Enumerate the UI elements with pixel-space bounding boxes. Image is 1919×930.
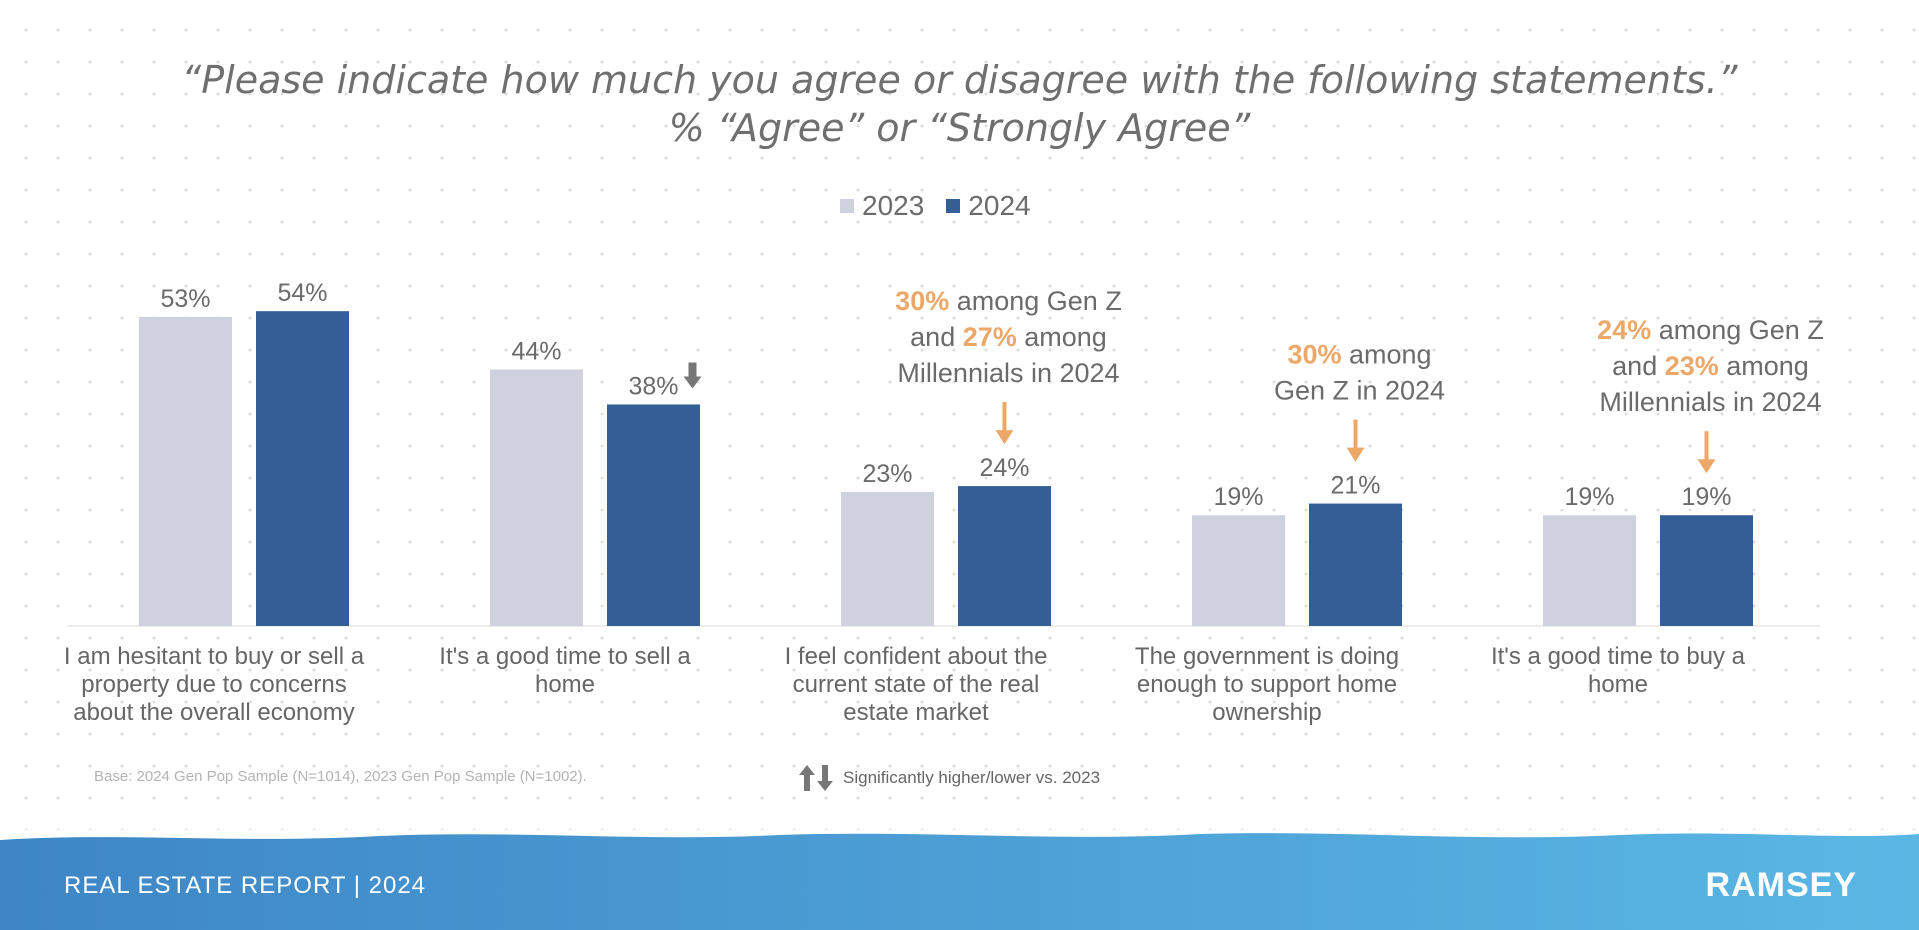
category-label-2-line-1: It's a good time to sell a	[439, 643, 691, 670]
data-label-2023-5: 19%	[1564, 483, 1614, 511]
legend-swatch-2024	[946, 199, 961, 213]
data-label-2024-5: 19%	[1681, 483, 1731, 511]
data-label-2023-2: 44%	[511, 337, 561, 365]
category-label-1-line-2: property due to concerns	[81, 671, 347, 698]
category-label-1-line-3: about the overall economy	[73, 699, 355, 726]
bar-2023-3	[841, 491, 934, 626]
legend-label-2024: 2024	[968, 190, 1031, 221]
legend-swatch-2023	[840, 199, 854, 213]
category-label-4-line-3: ownership	[1212, 699, 1321, 726]
bar-2024-5	[1660, 515, 1753, 626]
callout-3-line-3: Millennials in 2024	[1599, 387, 1821, 417]
callout-1-line-2: and 27% among	[910, 322, 1107, 352]
callout-1-line-1: 30% among Gen Z	[895, 286, 1122, 316]
data-label-2024-3: 24%	[979, 454, 1029, 482]
chart-subtitle: % “Agree” or “Strongly Agree”	[668, 106, 1251, 150]
bar-2023-5	[1543, 515, 1636, 626]
legend-item-2023: 2023	[840, 190, 924, 222]
significance-note: Significantly higher/lower vs. 2023	[843, 768, 1101, 787]
callout-arrow-icon-3	[1697, 459, 1716, 474]
data-label-2024-2: 38%	[628, 372, 678, 400]
callout-arrow-icon-2	[1346, 447, 1365, 462]
category-label-1-line-1: I am hesitant to buy or sell a	[64, 643, 365, 670]
callout-2-line-2: Gen Z in 2024	[1274, 376, 1445, 406]
data-label-2024-4: 21%	[1330, 472, 1380, 500]
footer-banner	[0, 833, 1919, 930]
category-label-5-line-2: home	[1588, 671, 1648, 698]
callout-3-line-1: 24% among Gen Z	[1597, 315, 1824, 345]
data-label-2024-1: 54%	[277, 279, 327, 307]
bar-2024-2	[607, 404, 700, 626]
bar-2024-1	[256, 311, 349, 626]
chart-title: “Please indicate how much you agree or d…	[181, 58, 1738, 102]
category-label-2-line-2: home	[535, 671, 595, 698]
bar-2023-1	[139, 317, 232, 626]
callout-1-line-3: Millennials in 2024	[897, 358, 1119, 388]
category-label-5-line-1: It's a good time to buy a	[1491, 643, 1746, 670]
bar-2024-3	[958, 486, 1051, 626]
bar-2023-4	[1192, 515, 1285, 626]
data-label-2023-3: 23%	[862, 460, 912, 488]
category-label-3-line-3: estate market	[843, 699, 989, 726]
callout-arrow-icon-1	[995, 430, 1014, 445]
category-label-3-line-1: I feel confident about the	[785, 643, 1048, 670]
legend-label-2023: 2023	[862, 190, 925, 221]
callout-2-line-1: 30% among	[1287, 340, 1431, 370]
bar-chart: 53% 54% I am hesitant to buy or sell aprop…	[64, 279, 1824, 726]
data-label-2023-4: 19%	[1213, 483, 1263, 511]
category-label-4-line-1: The government is doing	[1135, 643, 1399, 670]
significance-legend: Significantly higher/lower vs. 2023	[797, 763, 1100, 793]
legend: 2023 2024	[840, 190, 1031, 222]
bar-2024-4	[1309, 503, 1402, 626]
legend-item-2024: 2024	[946, 190, 1031, 222]
category-label-3-line-2: current state of the real	[793, 671, 1040, 698]
base-footnote: Base: 2024 Gen Pop Sample (N=1014), 2023…	[94, 768, 587, 785]
up-down-arrow-icon	[799, 765, 833, 791]
category-label-4-line-2: enough to support home	[1137, 671, 1397, 698]
down-arrow-icon	[683, 362, 702, 389]
data-label-2023-1: 53%	[160, 285, 210, 313]
report-title: REAL ESTATE REPORT | 2024	[64, 872, 427, 899]
bar-2023-2	[490, 369, 583, 626]
ramsey-logo: RAMSEY	[1705, 866, 1857, 904]
callout-3-line-2: and 23% among	[1612, 351, 1809, 381]
